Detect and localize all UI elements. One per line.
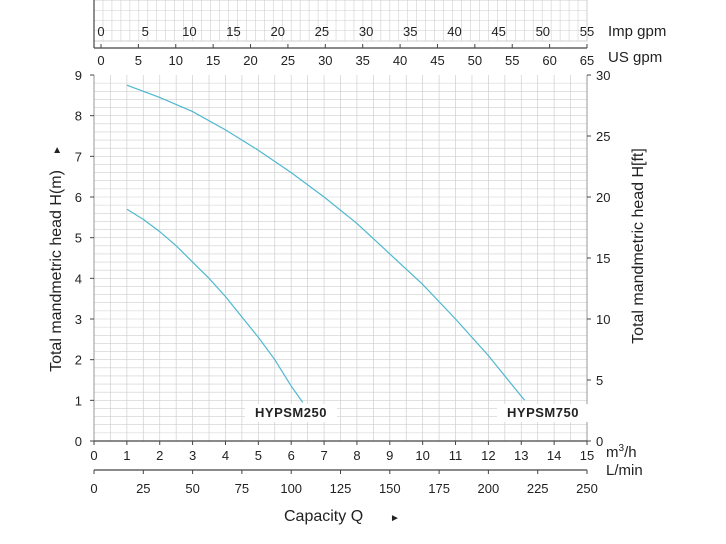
pump-curves: HYPSM250 HYPSM750 — [126, 84, 589, 422]
us-gpm-tick-label: 25 — [281, 53, 295, 68]
ft-tick-label: 20 — [596, 190, 610, 205]
y-axis-label-right-group: Total mandmetric head H[ft] — [630, 148, 647, 344]
x-tick-label: 6 — [288, 448, 295, 463]
lmin-tick-label: 75 — [235, 481, 249, 496]
lmin-tick-label: 50 — [185, 481, 199, 496]
lmin-unit: L/min — [606, 462, 643, 479]
x-tick-label: 10 — [415, 448, 429, 463]
x-tick-label: 13 — [514, 448, 528, 463]
x-tick-label: 5 — [255, 448, 262, 463]
x-tick-label: 12 — [481, 448, 495, 463]
imp-gpm-tick-label: 55 — [580, 24, 594, 39]
ft-tick-label: 10 — [596, 312, 610, 327]
imp-gpm-tick-label: 40 — [447, 24, 461, 39]
x-tick-label: 1 — [123, 448, 130, 463]
curve-hypsm750 — [126, 84, 526, 401]
y-axis-label-left: Total mandmetric head H(m) — [48, 170, 65, 372]
us-gpm-tick-label: 5 — [135, 53, 142, 68]
x-tick-label: 2 — [156, 448, 163, 463]
imp-gpm-grid — [93, 0, 588, 42]
x-tick-label: 7 — [320, 448, 327, 463]
imp-gpm-tick-label: 25 — [315, 24, 329, 39]
us-gpm-tick-label: 40 — [393, 53, 407, 68]
us-gpm-tick-label: 60 — [542, 53, 556, 68]
imp-gpm-unit: Imp gpm — [608, 23, 666, 40]
x-axis-label: Capacity Q — [284, 508, 363, 525]
y-tick-label: 8 — [75, 109, 82, 124]
lmin-tick-label: 225 — [527, 481, 549, 496]
x-tick-label: 8 — [353, 448, 360, 463]
lmin-tick-label: 250 — [576, 481, 598, 496]
imp-gpm-tick-label: 30 — [359, 24, 373, 39]
y-tick-label: 1 — [75, 393, 82, 408]
us-gpm-tick-label: 35 — [355, 53, 369, 68]
y-axis-arrow: ► — [52, 145, 63, 155]
imp-gpm-tick-label: 20 — [270, 24, 284, 39]
us-gpm-tick-label: 55 — [505, 53, 519, 68]
y-tick-label: 7 — [75, 149, 82, 164]
lmin-tick-label: 150 — [379, 481, 401, 496]
curve-label-backing — [497, 404, 589, 422]
imp-gpm-tick-label: 35 — [403, 24, 417, 39]
m3h-unit-den: /h — [624, 444, 637, 461]
us-gpm-tick-label: 20 — [243, 53, 257, 68]
y-tick-label: 9 — [75, 68, 82, 83]
ft-tick-label: 25 — [596, 129, 610, 144]
m3h-unit: m3/h — [606, 443, 637, 461]
curve-hypsm250 — [126, 208, 304, 403]
curve-label-hypsm750: HYPSM750 — [507, 405, 579, 420]
x-tick-label: 14 — [547, 448, 561, 463]
y-tick-label: 6 — [75, 190, 82, 205]
x-tick-label: 11 — [449, 448, 463, 463]
m3h-unit-sup: 3 — [619, 443, 625, 454]
y-tick-label: 2 — [75, 353, 82, 368]
y-tick-label: 5 — [75, 231, 82, 246]
ft-tick-label: 30 — [596, 68, 610, 83]
x-tick-label: 15 — [580, 448, 594, 463]
us-gpm-unit: US gpm — [608, 49, 662, 66]
us-gpm-tick-label: 10 — [169, 53, 183, 68]
imp-gpm-tick-label: 0 — [97, 24, 104, 39]
us-gpm-tick-label: 15 — [206, 53, 220, 68]
imp-gpm-tick-label: 5 — [142, 24, 149, 39]
x-axis-arrow: ► — [390, 513, 400, 524]
lmin-tick-label: 100 — [280, 481, 302, 496]
y-tick-label: 0 — [75, 434, 82, 449]
tick-labels: 0 1 2 3 4 5 6 7 8 9 10 11 12 13 14 15012345678905101520… — [75, 24, 611, 496]
imp-gpm-tick-label: 50 — [536, 24, 550, 39]
x-tick-label: 4 — [222, 448, 229, 463]
lmin-tick-label: 25 — [136, 481, 150, 496]
ft-tick-label: 15 — [596, 251, 610, 266]
x-tick-label: 3 — [189, 448, 196, 463]
lmin-tick-label: 200 — [478, 481, 500, 496]
lmin-tick-label: 0 — [90, 481, 97, 496]
y-tick-label: 3 — [75, 312, 82, 327]
imp-gpm-tick-label: 15 — [226, 24, 240, 39]
ft-tick-label: 5 — [596, 373, 603, 388]
x-tick-label: 9 — [386, 448, 393, 463]
y-axis-label-group: Total mandmetric head H(m) ► — [48, 145, 65, 372]
imp-gpm-tick-label: 45 — [491, 24, 505, 39]
lmin-tick-label: 125 — [330, 481, 352, 496]
curve-label-backing — [245, 404, 337, 422]
us-gpm-tick-label: 45 — [430, 53, 444, 68]
x-tick-label: 0 — [90, 448, 97, 463]
ft-tick-label: 0 — [596, 434, 603, 449]
y-axis-label-right: Total mandmetric head H[ft] — [630, 148, 647, 344]
imp-gpm-tick-label: 10 — [182, 24, 196, 39]
y-tick-label: 4 — [75, 271, 82, 286]
us-gpm-tick-label: 50 — [468, 53, 482, 68]
us-gpm-tick-label: 65 — [580, 53, 594, 68]
us-gpm-tick-label: 0 — [97, 53, 104, 68]
us-gpm-tick-label: 30 — [318, 53, 332, 68]
lmin-tick-label: 175 — [428, 481, 450, 496]
m3h-unit-base: m — [606, 444, 619, 461]
curve-label-hypsm250: HYPSM250 — [255, 405, 327, 420]
